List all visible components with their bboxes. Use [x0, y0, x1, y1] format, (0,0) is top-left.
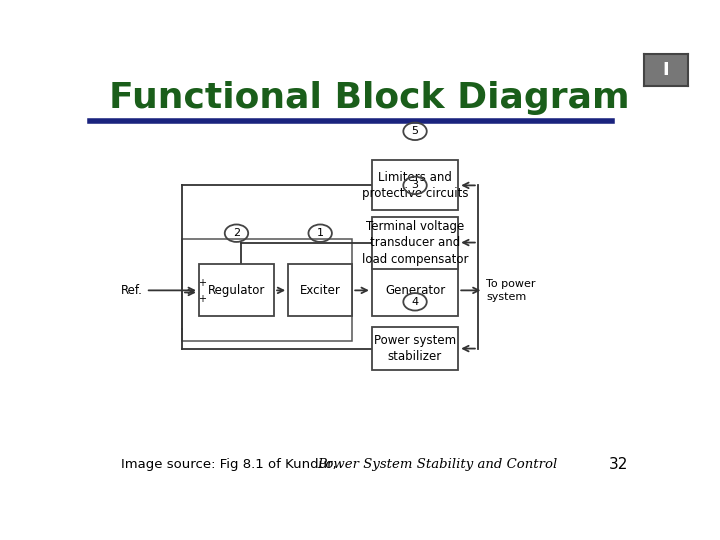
Text: Terminal voltage
transducer and
load compensator: Terminal voltage transducer and load com… [361, 220, 468, 266]
Text: 1: 1 [317, 228, 324, 238]
Bar [288, 265, 352, 316]
Text: 32: 32 [609, 457, 629, 472]
Text: Power System Stability and Control: Power System Stability and Control [318, 458, 558, 471]
Text: +: + [197, 294, 206, 303]
Text: Generator: Generator [385, 284, 445, 297]
Text: 4: 4 [411, 297, 418, 307]
Bar [182, 239, 352, 341]
Text: Exciter: Exciter [300, 284, 341, 297]
Text: Image source: Fig 8.1 of Kundur,: Image source: Fig 8.1 of Kundur, [121, 458, 341, 471]
Bar [372, 217, 459, 268]
Text: Limiters and
protective circuits: Limiters and protective circuits [361, 171, 468, 200]
Text: Ref.: Ref. [121, 284, 143, 297]
Text: Regulator: Regulator [208, 284, 265, 297]
Text: +: + [197, 278, 206, 288]
Text: 5: 5 [412, 126, 418, 136]
Bar [199, 265, 274, 316]
Text: Functional Block Diagram: Functional Block Diagram [109, 81, 629, 115]
Text: 3: 3 [412, 180, 418, 191]
Text: Power system
stabilizer: Power system stabilizer [374, 334, 456, 363]
Bar [372, 327, 459, 370]
Text: 2: 2 [233, 228, 240, 238]
Text: To power
system: To power system [486, 279, 536, 301]
Text: I: I [662, 61, 670, 79]
Bar [372, 265, 459, 316]
Bar [372, 160, 459, 210]
